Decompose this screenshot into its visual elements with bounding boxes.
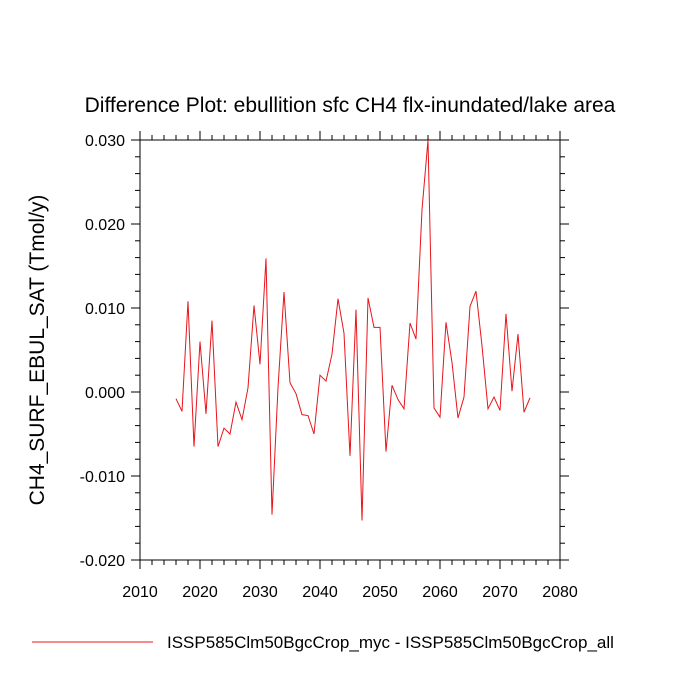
x-axis-ticks (139, 131, 561, 569)
x-tick-label: 2010 (122, 584, 158, 601)
x-tick-label: 2070 (482, 584, 518, 601)
y-tick-label: 0.010 (85, 301, 125, 318)
legend-label: ISSP585Clm50BgcCrop_myc - ISSP585Clm50Bg… (167, 633, 614, 652)
x-tick-label: 2060 (422, 584, 458, 601)
y-tick-label: -0.020 (80, 553, 125, 570)
series-group (175, 139, 531, 521)
x-axis-tick-labels: 2010 2020 2030 2040 2050 2060 2070 2080 (122, 584, 578, 601)
x-tick-label: 2030 (242, 584, 278, 601)
y-tick-label: 0.030 (85, 133, 125, 150)
y-tick-label: 0.020 (85, 217, 125, 234)
x-tick-label: 2040 (302, 584, 338, 601)
plot-frame (139, 139, 561, 561)
y-axis-tick-labels: -0.020 -0.010 0.000 0.010 0.020 0.030 (80, 133, 125, 570)
x-tick-label: 2050 (362, 584, 398, 601)
series-line (175, 139, 531, 521)
chart-title: Difference Plot: ebullition sfc CH4 flx-… (85, 94, 616, 117)
y-tick-label: 0.000 (85, 385, 125, 402)
x-tick-label: 2080 (542, 584, 578, 601)
y-axis-ticks (131, 139, 569, 561)
y-axis-label: CH4_SURF_EBUL_SAT (Tmol/y) (26, 195, 49, 506)
x-tick-label: 2020 (182, 584, 218, 601)
y-tick-label: -0.010 (80, 469, 125, 486)
legend: ISSP585Clm50BgcCrop_myc - ISSP585Clm50Bg… (32, 633, 614, 652)
